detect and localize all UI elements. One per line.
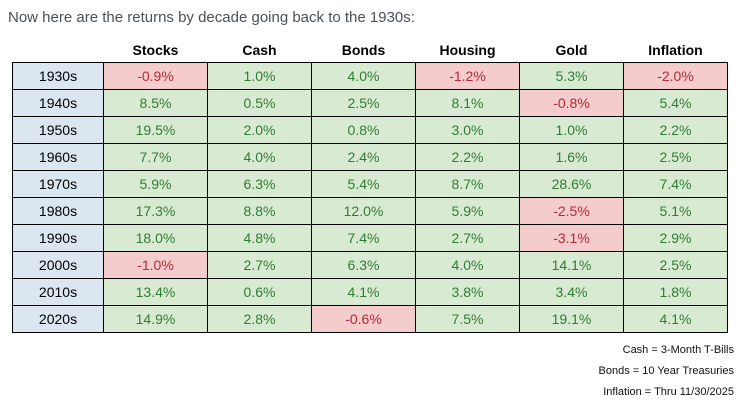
footnote-bonds: Bonds = 10 Year Treasuries [598,365,734,377]
value-cell: 19.5% [103,116,208,144]
value-cell: -2.0% [623,62,728,90]
footnotes: Cash = 3-Month T-Bills Bonds = 10 Year T… [0,340,739,403]
value-cell: 2.7% [415,224,520,252]
value-cell: 4.1% [311,278,416,306]
decade-cell: 2000s [12,251,104,279]
returns-by-decade-table: Stocks Cash Bonds Housing Gold Inflation… [12,38,728,333]
value-cell: 2.2% [623,116,728,144]
value-cell: 3.4% [519,278,624,306]
decade-cell: 1980s [12,197,104,225]
value-cell: 1.6% [519,143,624,171]
value-cell: 2.7% [207,251,312,279]
table-row: 2010s 13.4% 0.6% 4.1% 3.8% 3.4% 1.8% [12,278,728,306]
decade-cell: 1930s [12,62,104,90]
table-row: 2020s 14.9% 2.8% -0.6% 7.5% 19.1% 4.1% [12,305,728,333]
value-cell: 17.3% [103,197,208,225]
value-cell: -2.5% [519,197,624,225]
value-cell: 1.0% [519,116,624,144]
value-cell: 4.0% [207,143,312,171]
value-cell: -0.6% [311,305,416,333]
column-header-cash: Cash [207,38,312,63]
footnote-inflation: Inflation = Thru 11/30/2025 [603,386,734,398]
value-cell: 7.7% [103,143,208,171]
decade-cell: 2010s [12,278,104,306]
table-row: 1990s 18.0% 4.8% 7.4% 2.7% -3.1% 2.9% [12,224,728,252]
value-cell: 8.7% [415,170,520,198]
value-cell: 8.5% [103,89,208,117]
value-cell: 2.5% [311,89,416,117]
decade-cell: 1950s [12,116,104,144]
column-header-gold: Gold [519,38,624,63]
value-cell: 7.4% [623,170,728,198]
value-cell: 5.4% [623,89,728,117]
value-cell: 7.4% [311,224,416,252]
decade-cell: 2020s [12,305,104,333]
value-cell: 4.8% [207,224,312,252]
value-cell: 0.8% [311,116,416,144]
table-row: 1940s 8.5% 0.5% 2.5% 8.1% -0.8% 5.4% [12,89,728,117]
decade-cell: 1990s [12,224,104,252]
decade-cell: 1940s [12,89,104,117]
value-cell: 0.5% [207,89,312,117]
table-header-row: Stocks Cash Bonds Housing Gold Inflation [12,38,728,63]
value-cell: -1.0% [103,251,208,279]
value-cell: -0.9% [103,62,208,90]
value-cell: 2.2% [415,143,520,171]
value-cell: 4.0% [311,62,416,90]
value-cell: 7.5% [415,305,520,333]
value-cell: 14.1% [519,251,624,279]
value-cell: 3.8% [415,278,520,306]
table-row: 1960s 7.7% 4.0% 2.4% 2.2% 1.6% 2.5% [12,143,728,171]
value-cell: -3.1% [519,224,624,252]
table-row: 1970s 5.9% 6.3% 5.4% 8.7% 28.6% 7.4% [12,170,728,198]
value-cell: 1.8% [623,278,728,306]
value-cell: 5.9% [415,197,520,225]
value-cell: 14.9% [103,305,208,333]
corner-cell [12,38,104,63]
table-row: 2000s -1.0% 2.7% 6.3% 4.0% 14.1% 2.5% [12,251,728,279]
page-title: Now here are the returns by decade going… [8,9,415,26]
value-cell: 13.4% [103,278,208,306]
table-row: 1980s 17.3% 8.8% 12.0% 5.9% -2.5% 5.1% [12,197,728,225]
value-cell: -1.2% [415,62,520,90]
value-cell: 19.1% [519,305,624,333]
value-cell: 6.3% [207,170,312,198]
value-cell: 28.6% [519,170,624,198]
value-cell: 6.3% [311,251,416,279]
value-cell: 5.1% [623,197,728,225]
column-header-bonds: Bonds [311,38,416,63]
value-cell: 5.3% [519,62,624,90]
value-cell: 8.1% [415,89,520,117]
column-header-inflation: Inflation [623,38,728,63]
column-header-stocks: Stocks [103,38,208,63]
value-cell: 1.0% [207,62,312,90]
value-cell: 2.5% [623,143,728,171]
value-cell: 2.9% [623,224,728,252]
value-cell: -0.8% [519,89,624,117]
value-cell: 2.8% [207,305,312,333]
table-row: 1950s 19.5% 2.0% 0.8% 3.0% 1.0% 2.2% [12,116,728,144]
value-cell: 0.6% [207,278,312,306]
column-header-housing: Housing [415,38,520,63]
value-cell: 12.0% [311,197,416,225]
value-cell: 2.4% [311,143,416,171]
decade-cell: 1970s [12,170,104,198]
value-cell: 5.9% [103,170,208,198]
decade-cell: 1960s [12,143,104,171]
value-cell: 5.4% [311,170,416,198]
value-cell: 18.0% [103,224,208,252]
value-cell: 8.8% [207,197,312,225]
value-cell: 2.5% [623,251,728,279]
value-cell: 3.0% [415,116,520,144]
value-cell: 2.0% [207,116,312,144]
value-cell: 4.1% [623,305,728,333]
value-cell: 4.0% [415,251,520,279]
footnote-cash: Cash = 3-Month T-Bills [622,344,734,356]
table-row: 1930s -0.9% 1.0% 4.0% -1.2% 5.3% -2.0% [12,62,728,90]
